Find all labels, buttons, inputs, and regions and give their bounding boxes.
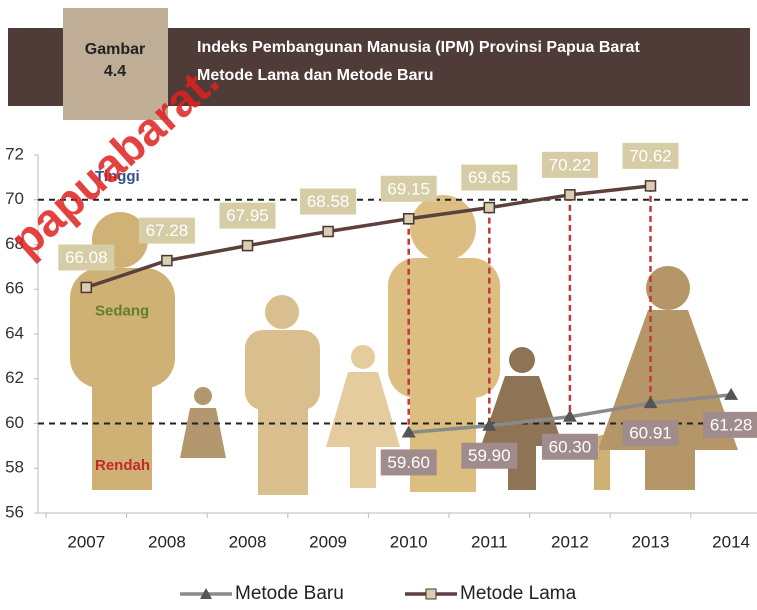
y-tick-label: 56: [5, 502, 24, 521]
x-tick-label: 2011: [471, 532, 508, 551]
value-label: 59.60: [387, 453, 430, 472]
y-tick-label: 62: [5, 368, 24, 387]
x-tick-label: 2009: [309, 532, 347, 551]
point: [565, 190, 575, 200]
y-tick-label: 70: [5, 189, 24, 208]
x-tick-label: 2007: [67, 532, 105, 551]
value-label: 68.58: [307, 192, 350, 211]
value-label: 61.28: [710, 415, 753, 434]
x-tick-label: 2010: [390, 532, 428, 551]
value-label: 66.08: [65, 248, 108, 267]
value-label: 67.28: [146, 221, 189, 240]
value-label: 69.15: [387, 179, 430, 198]
x-tick-label: 2012: [551, 532, 589, 551]
value-label: 70.22: [549, 155, 592, 174]
point: [484, 203, 494, 213]
x-tick-label: 2014: [712, 532, 750, 551]
value-label: 70.62: [629, 146, 672, 165]
chart-title: Indeks Pembangunan Manusia (IPM) Provins…: [197, 39, 640, 56]
y-tick-label: 72: [5, 144, 24, 163]
x-tick-label: 2008: [229, 532, 267, 551]
point: [646, 181, 656, 191]
zone-label: Rendah: [95, 457, 150, 474]
point: [81, 282, 91, 292]
x-tick-label: 2008: [148, 532, 186, 551]
zone-label: Sedang: [95, 303, 149, 320]
value-label: 67.95: [226, 206, 269, 225]
x-tick-label: 2013: [632, 532, 670, 551]
value-label: 69.65: [468, 168, 511, 187]
figure-label: 4.4: [104, 63, 126, 80]
legend-marker: [426, 589, 436, 599]
y-tick-label: 64: [5, 323, 24, 342]
point: [162, 256, 172, 266]
point: [323, 227, 333, 237]
point: [404, 214, 414, 224]
value-label: 59.90: [468, 446, 511, 465]
chart: Gambar 4.4 Indeks Pembangunan Manusia (I…: [0, 0, 757, 605]
chart-title: Metode Lama dan Metode Baru: [197, 67, 433, 84]
point: [243, 241, 253, 251]
y-tick-label: 66: [5, 279, 24, 298]
value-label: 60.30: [549, 437, 592, 456]
legend-label: Metode Lama: [460, 583, 577, 604]
y-tick-label: 58: [5, 458, 24, 477]
legend-label: Metode Baru: [235, 583, 344, 604]
figure-label: Gambar: [85, 41, 145, 58]
value-label: 60.91: [629, 424, 672, 443]
y-tick-label: 60: [5, 413, 24, 432]
